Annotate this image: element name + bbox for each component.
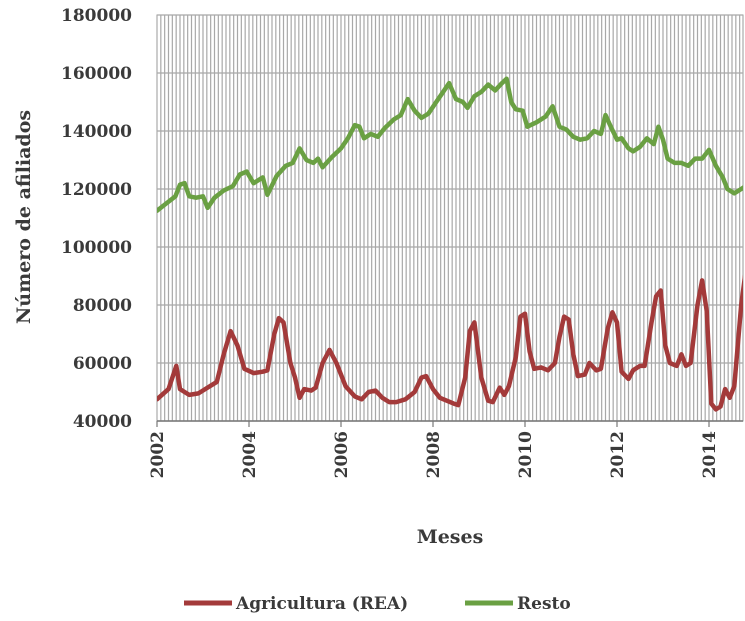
x-tick-label: 2014 (700, 431, 720, 478)
legend: Agricultura (REA) Resto (184, 594, 571, 614)
x-tick-label: 2012 (608, 431, 628, 478)
grid (156, 14, 744, 422)
y-tick-label: 180000 (61, 6, 132, 26)
y-tick-label: 60000 (73, 354, 132, 374)
x-tick-label: 2010 (516, 431, 536, 478)
x-tick-label: 2006 (332, 431, 352, 478)
x-tick-label: 2008 (424, 431, 444, 478)
legend-label-resto: Resto (517, 594, 571, 614)
y-tick-label: 40000 (73, 412, 132, 432)
legend-label-agricultura: Agricultura (REA) (235, 594, 408, 614)
y-tick-label: 160000 (61, 64, 132, 84)
x-tick-labels: 2002 2004 2006 2008 2010 2012 2014 (148, 421, 720, 478)
y-tick-label: 120000 (61, 180, 132, 200)
x-tick-label: 2004 (240, 431, 260, 478)
y-tick-labels: 40000 60000 80000 100000 120000 140000 160000 1… (61, 6, 132, 432)
series-line-resto (157, 76, 743, 213)
series-line-agricultura (157, 274, 743, 412)
y-tick-label: 100000 (61, 238, 132, 258)
series-layer (157, 76, 743, 412)
y-tick-label: 80000 (73, 296, 132, 316)
y-axis-title: Número de afiliados (13, 110, 35, 324)
x-axis-title: Meses (417, 526, 484, 548)
x-tick-label: 2002 (148, 431, 168, 478)
y-tick-label: 140000 (61, 122, 132, 142)
